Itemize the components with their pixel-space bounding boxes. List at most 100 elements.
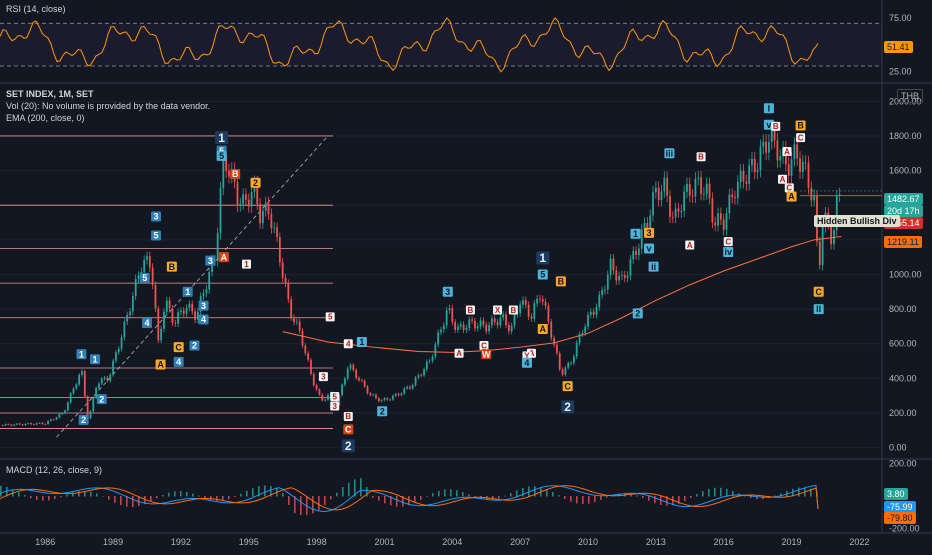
wave-label-box [521, 357, 532, 368]
last-price-badge: 1482.67 [884, 193, 923, 205]
macd-histogram-bar [168, 492, 170, 497]
wave-label: 3 [208, 256, 213, 266]
price-candle [753, 158, 756, 173]
price-candle [544, 301, 547, 306]
wave-label: 3 [201, 301, 206, 311]
macd-histogram-bar [96, 493, 98, 497]
price-candle [89, 411, 92, 419]
wave-label-box [173, 356, 184, 367]
macd-histogram-bar [42, 496, 44, 501]
price-candle [445, 310, 448, 326]
price-candle [652, 192, 654, 216]
price-candle [539, 298, 541, 300]
macd-histogram-bar [744, 495, 746, 497]
time-tick-label: 2019 [782, 537, 802, 547]
price-candle [530, 316, 533, 319]
wave-label-box [561, 400, 575, 414]
price-candle [703, 193, 705, 195]
price-candle [157, 308, 160, 341]
price-candle [44, 424, 47, 425]
macd-histogram-bar [810, 488, 812, 497]
wave-label: 4 [346, 340, 351, 349]
price-candle [123, 321, 126, 338]
price-candle [307, 353, 310, 360]
hidden-bullish-div-annotation[interactable]: Hidden Bullish Div [814, 215, 900, 227]
macd-tick-label: -200.00 [889, 524, 920, 534]
wave-label-box [76, 349, 87, 360]
time-tick-label: 1998 [307, 537, 327, 547]
price-candle [194, 311, 196, 320]
macd-histogram-bar [444, 489, 446, 497]
wave-label-box [198, 300, 209, 311]
wave-label-box [664, 148, 675, 159]
price-candle [522, 300, 524, 305]
price-candle [745, 181, 748, 184]
wave-label-box [648, 261, 659, 272]
macd-histogram-bar [204, 496, 206, 499]
price-candle [751, 158, 753, 166]
price-candle [298, 321, 301, 331]
macd-histogram-bar [48, 496, 50, 501]
price-candle [784, 148, 787, 165]
wave-label: II [816, 304, 821, 314]
price-candle [400, 393, 403, 396]
price-candle [4, 424, 7, 426]
macd-title: MACD (12, 26, close, 9) [6, 465, 103, 475]
price-candle [191, 303, 194, 312]
wave-label-box [189, 340, 200, 351]
wave-label: C [815, 287, 822, 297]
macd-histogram-bar [120, 496, 122, 506]
price-candle [98, 383, 100, 389]
macd-histogram-bar [498, 496, 500, 499]
price-candle [24, 423, 27, 426]
price-candle [570, 363, 572, 364]
wave-label: B [558, 277, 565, 287]
price-candle [72, 388, 75, 394]
price-candle [550, 321, 553, 338]
wave-label-box [182, 286, 193, 297]
price-candle [728, 194, 731, 214]
price-candle [714, 222, 717, 226]
ema-label[interactable]: EMA (200, close, 0) [6, 113, 85, 123]
wave-label: v [647, 244, 652, 254]
price-candle [126, 314, 129, 322]
wave-label: 3 [321, 372, 326, 381]
price-candle [663, 177, 666, 192]
price-candle [380, 400, 383, 402]
wave-label: 2 [564, 400, 571, 414]
wave-label-box [723, 246, 734, 257]
macd-histogram-bar [690, 496, 692, 498]
wave-label-box [685, 240, 695, 250]
price-candle [61, 413, 64, 415]
currency-badge[interactable]: THB [897, 89, 923, 103]
wave-label: A [529, 349, 535, 358]
price-candle [92, 397, 95, 412]
symbol-title[interactable]: SET INDEX, 1M, SET [6, 89, 94, 99]
macd-histogram-bar [234, 496, 236, 498]
price-candle [711, 198, 714, 223]
macd-histogram-bar [468, 494, 470, 497]
price-candle [561, 369, 564, 375]
price-candle [177, 312, 179, 324]
price-tick-label: 800.00 [889, 304, 917, 314]
price-candle [369, 393, 372, 396]
wave-label: B [468, 306, 474, 315]
wave-label: 1 [79, 349, 84, 359]
wave-label: W [482, 349, 491, 359]
price-candle [643, 222, 646, 230]
macd-histogram-bar [318, 496, 320, 510]
price-candle [564, 367, 567, 375]
macd-histogram-bar [408, 496, 410, 506]
macd-histogram-bar [576, 496, 578, 504]
macd-histogram-bar [450, 489, 452, 497]
price-candle [736, 181, 739, 199]
price-candle [321, 394, 324, 401]
wave-label-box [784, 183, 794, 193]
price-candle [69, 393, 72, 403]
price-candle [604, 289, 606, 291]
macd-histogram-bar [384, 496, 386, 504]
macd-histogram-bar [510, 493, 512, 497]
wave-label: B [169, 262, 176, 272]
